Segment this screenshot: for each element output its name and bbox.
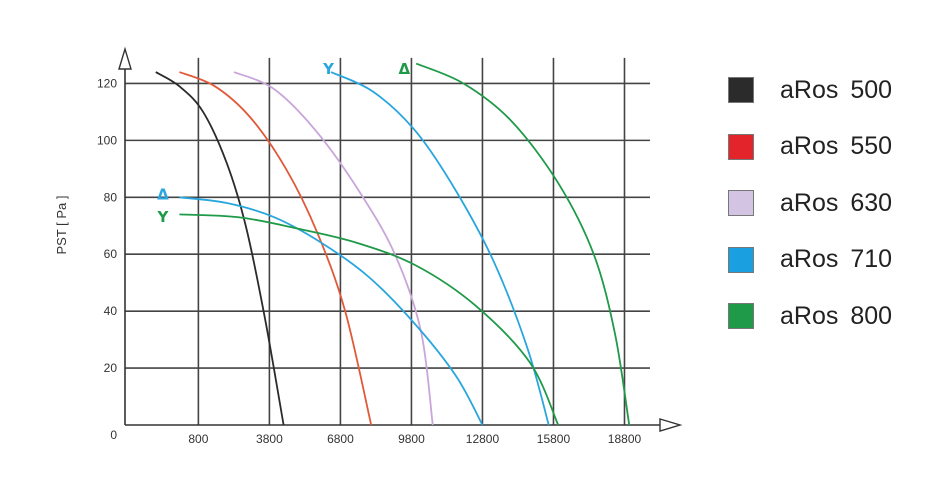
y-tick-label: 60 — [104, 247, 118, 261]
y-tick-label: 80 — [104, 190, 118, 204]
legend-item: aRos 800 — [728, 288, 892, 345]
x-tick-label: 12800 — [466, 432, 500, 446]
y-tick-label: 100 — [97, 133, 117, 147]
legend-swatch — [728, 133, 754, 160]
series-line-aros-500 — [155, 71, 285, 426]
star-connection-marker: Y — [156, 208, 169, 226]
delta-connection-marker: Δ — [399, 60, 411, 78]
x-axis-arrow — [659, 418, 683, 432]
y-axis-arrow — [118, 46, 132, 70]
legend-model-name: aRos — [780, 132, 839, 161]
axes — [118, 46, 683, 432]
legend-model-name: aRos — [780, 301, 839, 330]
x-tick-label: 15800 — [537, 432, 571, 446]
legend-model-name: aRos — [780, 75, 839, 104]
x-tick-label: 3800 — [256, 432, 283, 446]
series-line-aros-710-y — [330, 71, 550, 426]
series-line-aros-710- — [179, 196, 484, 426]
legend-item: aRos 550 — [728, 119, 892, 176]
y-tick-label: 40 — [104, 304, 118, 318]
legend-item: aRos 500 — [728, 62, 892, 119]
legend-swatch — [728, 77, 754, 104]
legend-model-size: 800 — [850, 301, 893, 330]
legend-model-name: aRos — [780, 245, 839, 274]
legend-item: aRos 630 — [728, 175, 892, 232]
legend-model-size: 710 — [850, 245, 893, 274]
grid-lines — [125, 57, 650, 425]
series-line-aros-630 — [233, 71, 434, 426]
legend: aRos 500 aRos 550 aRos 630 aRos 710 aRos 800 — [728, 62, 892, 345]
axis-labels: 800 3800 6800 9800 12800 15800 18800 20 40 60 80 10… — [54, 60, 642, 446]
origin-label: 0 — [110, 428, 117, 442]
x-tick-label: 18800 — [608, 432, 642, 446]
legend-swatch — [728, 190, 754, 217]
series-line-aros-800-y — [179, 213, 560, 426]
legend-swatch — [728, 246, 754, 273]
star-connection-marker: Y — [322, 60, 335, 78]
legend-model-size: 500 — [850, 75, 893, 104]
y-tick-label: 120 — [97, 76, 117, 90]
y-tick-label: 20 — [104, 361, 118, 375]
fan-curve-chart: 800 3800 6800 9800 12800 15800 18800 20 40 60 80 10… — [54, 46, 683, 446]
series-curves — [155, 62, 631, 426]
legend-model-size: 550 — [850, 132, 893, 161]
legend-model-name: aRos — [780, 188, 839, 217]
series-line-aros-800- — [415, 62, 631, 426]
delta-connection-marker: Δ — [157, 185, 169, 203]
legend-model-size: 630 — [850, 188, 893, 217]
y-axis-title: PST [ Pa ] — [54, 195, 69, 254]
x-tick-label: 800 — [188, 432, 208, 446]
legend-swatch — [728, 303, 754, 330]
series-line-aros-550 — [179, 71, 373, 426]
x-tick-label: 9800 — [398, 432, 425, 446]
x-tick-label: 6800 — [327, 432, 354, 446]
legend-item: aRos 710 — [728, 232, 892, 289]
